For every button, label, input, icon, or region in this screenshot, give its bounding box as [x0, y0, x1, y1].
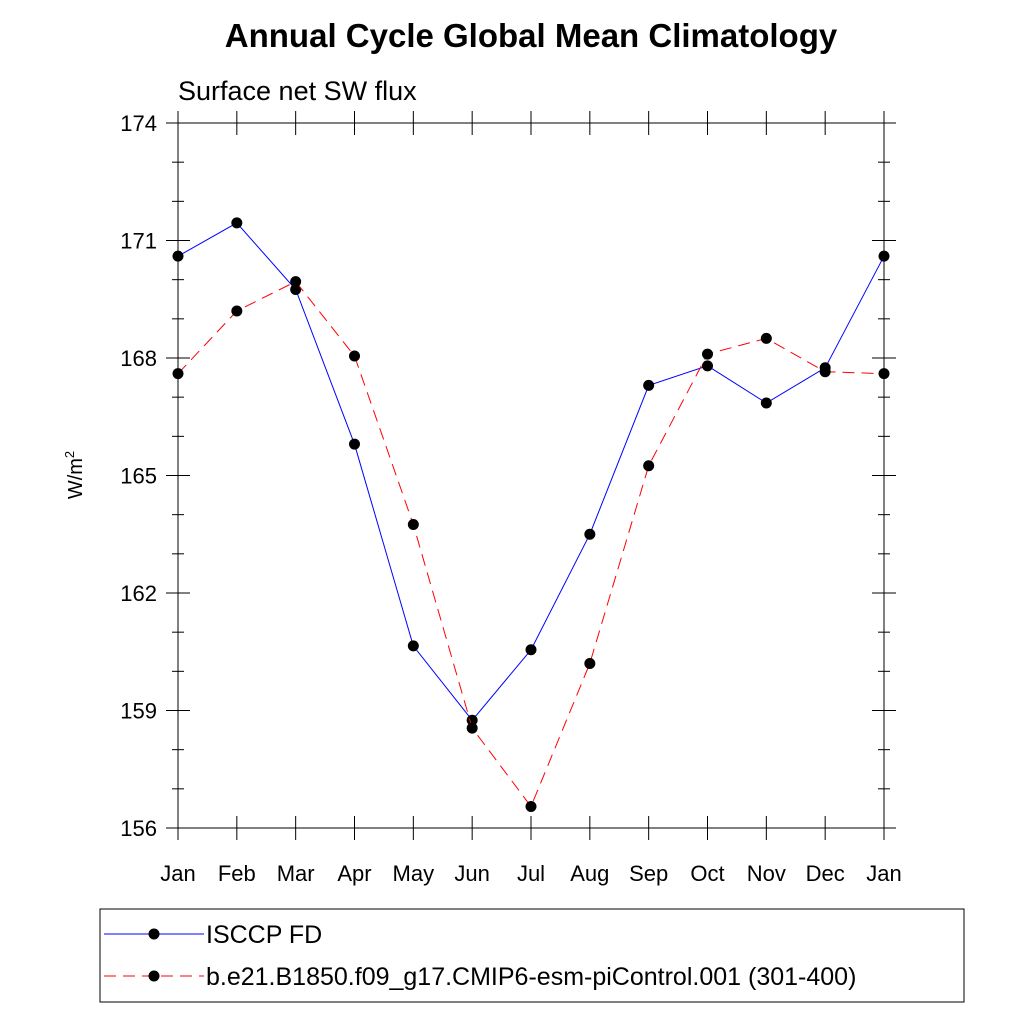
chart-title: Annual Cycle Global Mean Climatology [225, 17, 838, 54]
x-tick-label: Jul [517, 861, 545, 886]
axis-ticks [166, 111, 896, 840]
x-tick-label: Oct [690, 861, 724, 886]
series-1-point [172, 250, 184, 262]
legend: ISCCP FD b.e21.B1850.f09_g17.CMIP6-esm-p… [99, 908, 965, 1003]
series-1-point [407, 640, 419, 652]
series-1-point [349, 438, 360, 450]
x-tick-label: Jun [454, 861, 489, 886]
series-2-point [702, 348, 713, 360]
series-2-point [584, 658, 596, 669]
y-axis-label-unit: W/m [65, 458, 87, 499]
series-1-point [290, 283, 302, 295]
x-tick-label: Sep [629, 861, 668, 886]
x-tick-label: Apr [337, 861, 371, 886]
series-1-point [643, 379, 655, 391]
legend-box [99, 908, 965, 1003]
y-tick-label: 174 [120, 111, 157, 136]
x-tick-label: Jan [160, 861, 195, 886]
series-1-point [702, 360, 713, 372]
legend-label-series-2: b.e21.B1850.f09_g17.CMIP6-esm-piControl.… [206, 963, 856, 991]
y-tick-label: 159 [120, 699, 157, 724]
x-tick-labels: Jan Feb Mar Apr May Jun Jul Aug Sep Oct Nov Dec Jan [160, 861, 901, 886]
series-2-point [407, 518, 419, 530]
x-tick-label: Nov [747, 861, 786, 886]
x-tick-label: May [393, 861, 435, 886]
y-tick-labels: 156 159 162 165 168 171 174 [120, 111, 157, 841]
series-1-point [760, 397, 772, 409]
series-1-point [878, 250, 890, 262]
x-tick-label: Feb [218, 861, 256, 886]
series-1-point [466, 714, 478, 726]
series-1-point [525, 644, 537, 656]
y-tick-label: 162 [120, 581, 157, 606]
y-tick-label: 156 [120, 816, 157, 841]
legend-label-series-1: ISCCP FD [206, 921, 322, 949]
series-2-point [878, 368, 890, 380]
chart-subtitle: Surface net SW flux [178, 76, 417, 106]
y-axis-label-exponent: 2 [62, 451, 77, 458]
series-2-point [643, 460, 655, 472]
series-line-2 [177, 280, 885, 808]
series-2-point [819, 366, 831, 378]
series-2-point [760, 332, 772, 344]
plot-frame [177, 122, 885, 829]
series-2-point [231, 305, 243, 317]
x-tick-label: Mar [277, 861, 315, 886]
series-2-point [466, 722, 478, 734]
series-1-point [231, 217, 243, 229]
x-tick-label: Jan [866, 861, 901, 886]
series-2-point [349, 350, 360, 362]
series-layer [172, 217, 890, 812]
x-tick-label: Dec [806, 861, 845, 886]
legend-marker-series-1 [148, 928, 160, 940]
series-1-point [584, 528, 596, 540]
x-tick-label: Aug [570, 861, 609, 886]
y-axis-label: W/m2 [62, 451, 87, 499]
series-2-point [525, 800, 537, 812]
y-tick-label: 168 [120, 346, 157, 371]
y-tick-label: 165 [120, 464, 157, 489]
series-2-point [290, 276, 302, 288]
series-2-point [172, 368, 184, 380]
y-tick-label: 171 [120, 229, 157, 254]
legend-marker-series-2 [148, 970, 160, 982]
